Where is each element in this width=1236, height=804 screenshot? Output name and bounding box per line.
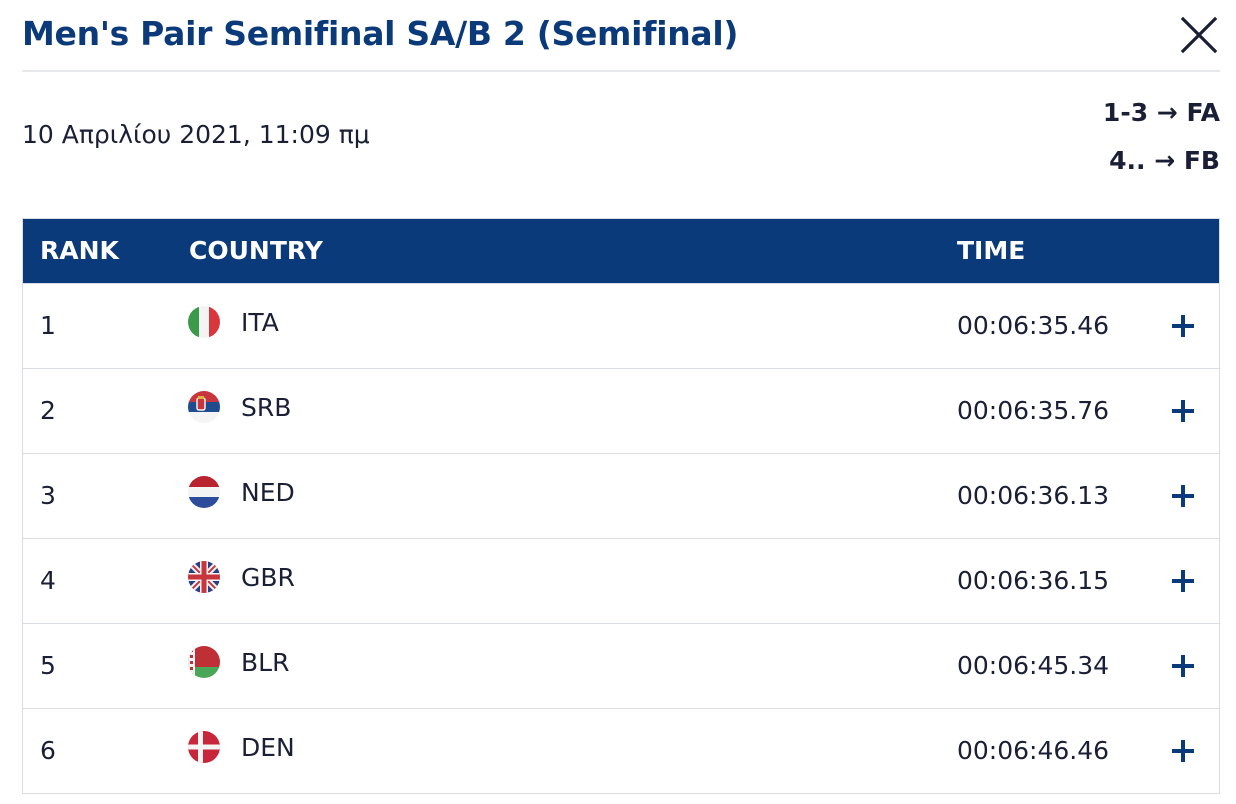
- expand-row-button[interactable]: [1169, 397, 1197, 425]
- results-table: RANK COUNTRY TIME 1 ITA 00:06:35.46: [22, 218, 1220, 794]
- time-cell: 00:06:35.46: [957, 311, 1110, 340]
- column-header-time: TIME: [957, 236, 1026, 265]
- time-cell: 00:06:35.76: [957, 396, 1110, 425]
- table-row: 2 SRB 00:06:35.76: [23, 368, 1219, 453]
- country-cell: ITA: [241, 308, 279, 337]
- plus-icon: [1172, 485, 1194, 507]
- table-row: 4 GBR 00:06:36.15: [23, 538, 1219, 623]
- table-row: 5 BLR 00:06:45.34: [23, 623, 1219, 708]
- race-date: 10 Απριλίου 2021, 11:09 πμ: [22, 120, 370, 149]
- expand-row-button[interactable]: [1169, 312, 1197, 340]
- time-cell: 00:06:36.13: [957, 481, 1110, 510]
- progression-rule: 1-3 → FA: [1102, 98, 1220, 127]
- italy-flag-icon: [188, 306, 220, 338]
- close-button[interactable]: [1180, 16, 1218, 54]
- rank-cell: 6: [40, 736, 56, 765]
- time-cell: 00:06:45.34: [957, 651, 1110, 680]
- netherlands-flag-icon: [188, 476, 220, 508]
- close-icon: [1180, 16, 1218, 54]
- time-cell: 00:06:36.15: [957, 566, 1110, 595]
- expand-row-button[interactable]: [1169, 737, 1197, 765]
- rank-cell: 1: [40, 311, 56, 340]
- table-header: RANK COUNTRY TIME: [23, 219, 1219, 283]
- table-row: 6 DEN 00:06:46.46: [23, 708, 1219, 793]
- plus-icon: [1172, 400, 1194, 422]
- rank-cell: 3: [40, 481, 56, 510]
- column-header-rank: RANK: [40, 236, 119, 265]
- table-row: 1 ITA 00:06:35.46: [23, 283, 1219, 368]
- expand-row-button[interactable]: [1169, 567, 1197, 595]
- rank-cell: 2: [40, 396, 56, 425]
- plus-icon: [1172, 740, 1194, 762]
- country-cell: GBR: [241, 563, 295, 592]
- plus-icon: [1172, 655, 1194, 677]
- progression-rules: 1-3 → FA 4.. → FB: [1103, 94, 1220, 190]
- belarus-flag-icon: [188, 646, 220, 678]
- country-cell: SRB: [241, 393, 292, 422]
- table-row: 3 NED 00:06:36.13: [23, 453, 1219, 538]
- denmark-flag-icon: [188, 731, 220, 763]
- page-title: Men's Pair Semifinal SA/B 2 (Semifinal): [22, 14, 739, 53]
- expand-row-button[interactable]: [1169, 482, 1197, 510]
- plus-icon: [1172, 570, 1194, 592]
- rank-cell: 4: [40, 566, 56, 595]
- country-cell: NED: [241, 478, 295, 507]
- progression-rule: 4.. → FB: [1109, 146, 1220, 175]
- time-cell: 00:06:46.46: [957, 736, 1110, 765]
- great-britain-flag-icon: [188, 561, 220, 593]
- plus-icon: [1172, 315, 1194, 337]
- country-cell: DEN: [241, 733, 295, 762]
- serbia-flag-icon: [188, 391, 220, 423]
- expand-row-button[interactable]: [1169, 652, 1197, 680]
- rank-cell: 5: [40, 651, 56, 680]
- modal-header: Men's Pair Semifinal SA/B 2 (Semifinal): [22, 0, 1220, 72]
- column-header-country: COUNTRY: [189, 236, 323, 265]
- country-cell: BLR: [241, 648, 290, 677]
